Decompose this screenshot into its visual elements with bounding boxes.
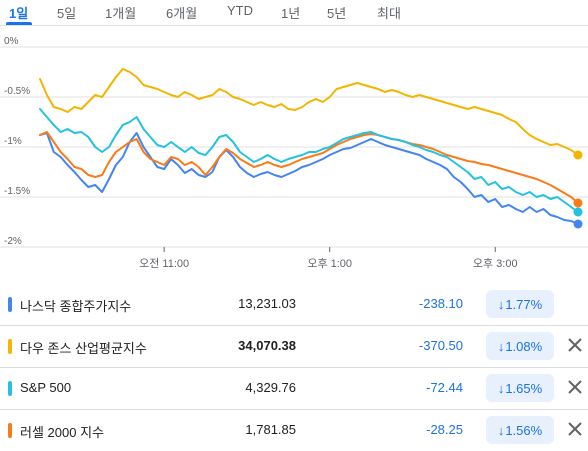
arrow-down-icon: ↓ xyxy=(497,296,505,312)
index-name: S&P 500 xyxy=(20,380,72,395)
chart-svg: 0% -0.5% -1% -1.5% -2% 오전 11:00 오후 1:00 오후 3:00 xyxy=(0,36,588,270)
tab-1m[interactable]: 1개월 xyxy=(105,6,137,21)
index-change: -72.44 xyxy=(426,380,463,395)
y-tick-label: -1% xyxy=(4,136,22,147)
index-row-sp500[interactable]: S&P 500 4,329.76 -72.44 ↓ 1.65% xyxy=(0,368,588,410)
series-line-dow xyxy=(39,68,579,156)
index-change: -370.50 xyxy=(418,338,463,353)
y-tick-label: 0% xyxy=(4,36,19,47)
percent-change-chip: ↓ 1.65% xyxy=(486,374,554,402)
x-tick-label: 오후 3:00 xyxy=(473,257,518,270)
tab-1y[interactable]: 1년 xyxy=(281,6,301,21)
close-icon[interactable] xyxy=(566,420,584,438)
index-change: -238.10 xyxy=(418,296,463,311)
active-tab-indicator xyxy=(6,22,32,25)
series-end-point-dow xyxy=(573,150,583,160)
arrow-down-icon: ↓ xyxy=(497,338,505,354)
close-icon[interactable] xyxy=(566,378,584,396)
tab-5y[interactable]: 5년 xyxy=(327,6,347,21)
tab-1d[interactable]: 1일 xyxy=(9,6,29,21)
tabs-divider xyxy=(0,25,588,26)
series-end-point-russell xyxy=(573,198,583,208)
index-change: -28.25 xyxy=(426,422,463,437)
tab-6m[interactable]: 6개월 xyxy=(166,6,198,21)
tab-max[interactable]: 최대 xyxy=(377,6,401,21)
range-tabs: 1일 5일 1개월 6개월 YTD 1년 5년 최대 xyxy=(0,0,588,26)
percent-change-chip: ↓ 1.08% xyxy=(486,332,554,360)
y-tick-label: -2% xyxy=(4,236,22,247)
index-chart[interactable]: 0% -0.5% -1% -1.5% -2% 오전 11:00 오후 1:00 오후 3:00 xyxy=(0,26,588,278)
index-price: 34,070.38 xyxy=(238,338,296,353)
index-row-russell[interactable]: 러셀 2000 지수 1,781.85 -28.25 ↓ 1.56% xyxy=(0,410,588,451)
series-line-russell xyxy=(39,131,579,204)
y-tick-label: -1.5% xyxy=(4,186,30,197)
arrow-down-icon: ↓ xyxy=(497,422,505,438)
close-icon[interactable] xyxy=(566,336,584,354)
index-price: 13,231.03 xyxy=(238,296,296,311)
y-tick-label: -0.5% xyxy=(4,86,30,97)
arrow-down-icon: ↓ xyxy=(497,380,505,396)
index-name: 러셀 2000 지수 xyxy=(20,425,104,440)
percent-change-value: 1.56% xyxy=(505,422,543,438)
x-tick-label: 오전 11:00 xyxy=(139,257,189,270)
x-tick-label: 오후 1:00 xyxy=(307,257,352,270)
dow-color-swatch xyxy=(8,339,12,354)
index-row-nasdaq[interactable]: 나스닥 종합주가지수 13,231.03 -238.10 ↓ 1.77% xyxy=(0,284,588,326)
percent-change-value: 1.65% xyxy=(505,380,543,396)
series-end-point-nasdaq xyxy=(573,219,583,229)
percent-change-chip: ↓ 1.56% xyxy=(486,416,554,444)
percent-change-value: 1.08% xyxy=(505,338,543,354)
index-name: 다우 존스 산업평균지수 xyxy=(20,341,147,356)
russell-color-swatch xyxy=(8,423,12,438)
series-end-point-sp500 xyxy=(573,207,583,217)
percent-change-chip: ↓ 1.77% xyxy=(486,290,554,318)
index-price: 4,329.76 xyxy=(245,380,296,395)
index-row-dow[interactable]: 다우 존스 산업평균지수 34,070.38 -370.50 ↓ 1.08% xyxy=(0,326,588,368)
series-line-sp500 xyxy=(39,108,579,213)
tab-5d[interactable]: 5일 xyxy=(57,6,77,21)
tab-ytd[interactable]: YTD xyxy=(227,3,253,18)
sp500-color-swatch xyxy=(8,381,12,396)
nasdaq-color-swatch xyxy=(8,297,12,312)
index-name: 나스닥 종합주가지수 xyxy=(20,299,132,314)
index-table: 나스닥 종합주가지수 13,231.03 -238.10 ↓ 1.77% 다우 … xyxy=(0,284,588,451)
index-price: 1,781.85 xyxy=(245,422,296,437)
percent-change-value: 1.77% xyxy=(505,296,543,312)
